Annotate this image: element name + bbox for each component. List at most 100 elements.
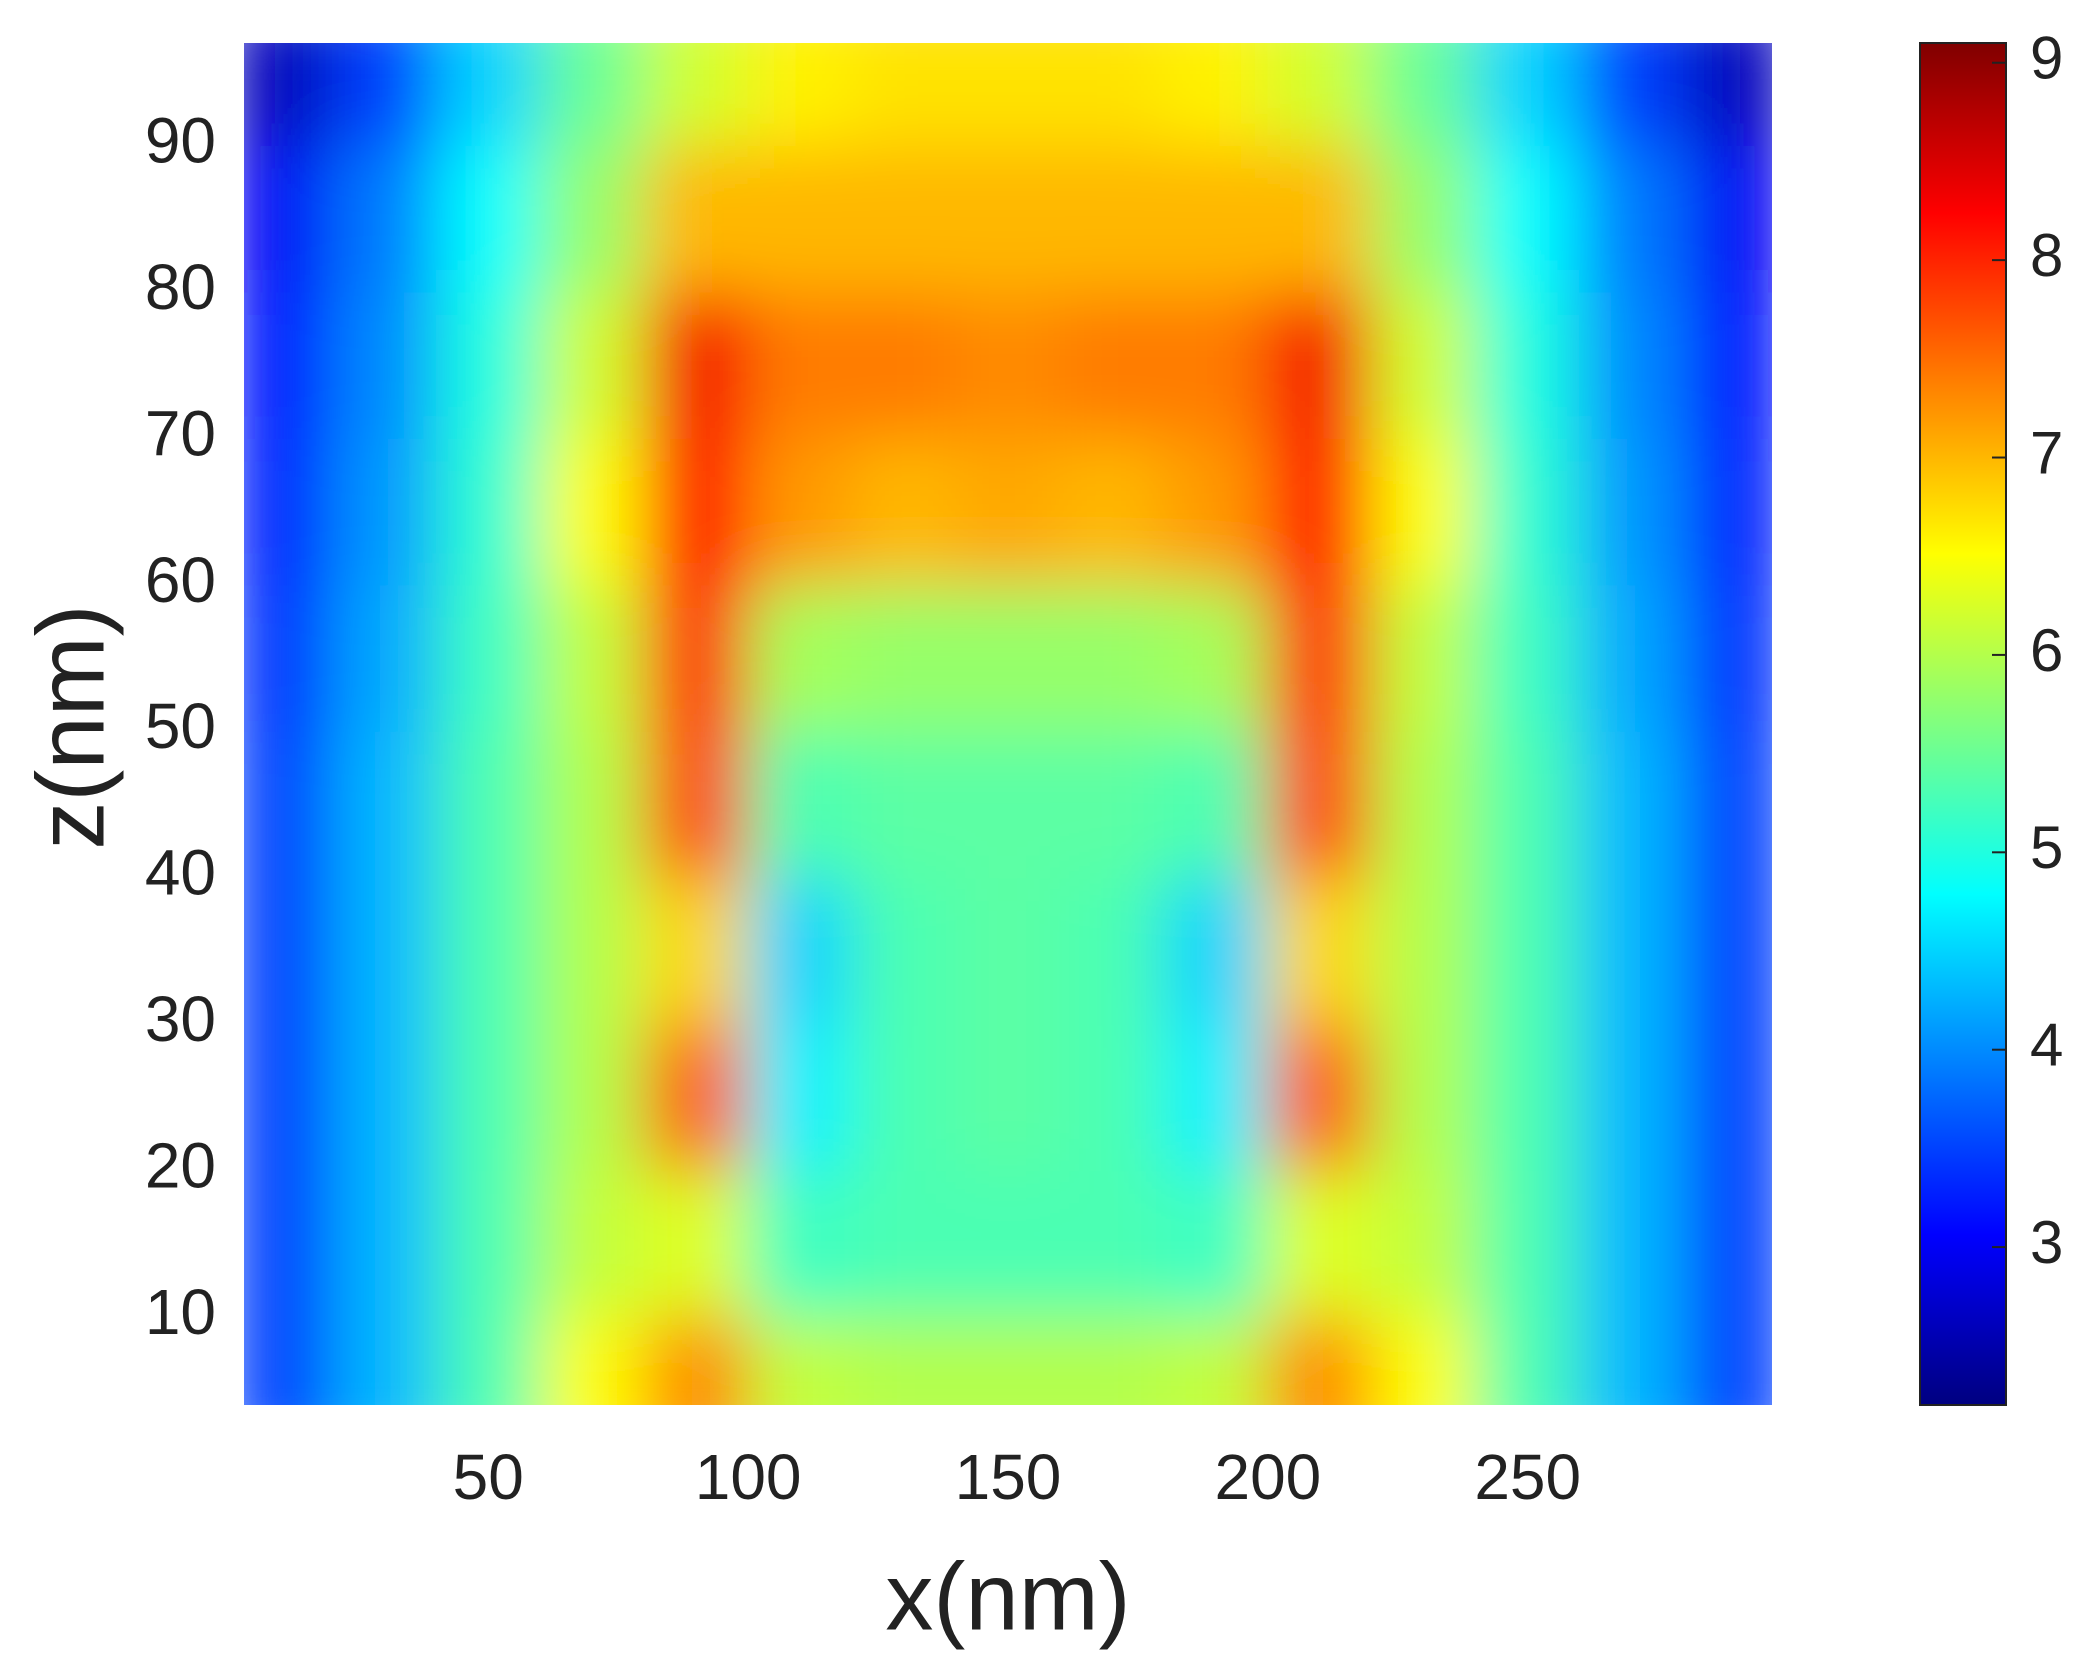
heatmap-cell (851, 584, 957, 732)
heatmap-cell (1683, 43, 1772, 147)
heatmap-cell (1059, 730, 1165, 879)
heatmap-cell (244, 1170, 333, 1318)
heatmap-cell (435, 730, 541, 879)
heatmap-cell (643, 877, 749, 1025)
heatmap-cell (1059, 437, 1165, 586)
heatmap-cell (1579, 877, 1685, 1025)
heatmap-cell (1059, 1316, 1165, 1405)
heatmap-cell (1059, 1023, 1165, 1172)
heatmap-cell (539, 145, 645, 293)
heatmap-cell (747, 584, 853, 732)
heatmap-cell (435, 437, 541, 586)
heatmap-cell (435, 877, 541, 1025)
heatmap-cell (1475, 1170, 1581, 1318)
heatmap-cell (1059, 1170, 1165, 1318)
heatmap-cell (1579, 291, 1685, 439)
heatmap-cell (1475, 1023, 1581, 1172)
heatmap-cell (1267, 584, 1373, 732)
colorbar-tick-label: 7 (2030, 419, 2063, 486)
heatmap-cell (1579, 730, 1685, 879)
x-tick-label: 200 (1214, 1441, 1321, 1513)
heatmap-cell (1163, 43, 1269, 147)
heatmap-cell (643, 437, 749, 586)
heatmap-cell (643, 145, 749, 293)
heatmap-cell (955, 1023, 1061, 1172)
heatmap-cell (851, 437, 957, 586)
heatmap-cell (1267, 1023, 1373, 1172)
heatmap-cell (1475, 1316, 1581, 1405)
heatmap (244, 43, 1772, 1405)
heatmap-cell (1163, 1316, 1269, 1405)
y-axis-label: z(nm) (17, 604, 124, 849)
y-tick-label: 40 (145, 837, 216, 909)
heatmap-cell (955, 877, 1061, 1025)
heatmap-cell (747, 43, 853, 147)
heatmap-cell (331, 291, 437, 439)
heatmap-cell (244, 730, 333, 879)
heatmap-cell (955, 1316, 1061, 1405)
heatmap-cell (955, 145, 1061, 293)
heatmap-cell (1475, 145, 1581, 293)
y-tick-label: 20 (145, 1130, 216, 1202)
heatmap-cell (1683, 145, 1772, 293)
heatmap-cell (1267, 145, 1373, 293)
heatmap-cell (244, 43, 333, 147)
heatmap-cell (435, 291, 541, 439)
heatmap-cell (1267, 1316, 1373, 1405)
heatmap-cell (1579, 1316, 1685, 1405)
heatmap-cell (539, 584, 645, 732)
heatmap-cell (1683, 584, 1772, 732)
heatmap-cell (1579, 1023, 1685, 1172)
colorbar-tick-label: 5 (2030, 814, 2063, 881)
heatmap-cell (1371, 437, 1477, 586)
heatmap-cell (1579, 145, 1685, 293)
heatmap-cell (955, 584, 1061, 732)
heatmap-cell (851, 877, 957, 1025)
heatmap-cell (1371, 1023, 1477, 1172)
heatmap-cell (1475, 730, 1581, 879)
heatmap-cell (643, 1170, 749, 1318)
heatmap-cell (1059, 584, 1165, 732)
y-tick-label: 60 (145, 544, 216, 616)
heatmap-cell (1579, 43, 1685, 147)
heatmap-cell (955, 43, 1061, 147)
heatmap-cell (1163, 730, 1269, 879)
heatmap-cell (643, 1023, 749, 1172)
heatmap-cell (1059, 877, 1165, 1025)
heatmap-cell (747, 730, 853, 879)
heatmap-cell (1163, 1023, 1269, 1172)
heatmap-cell (851, 1170, 957, 1318)
heatmap-cell (1267, 877, 1373, 1025)
heatmap-cell (435, 1023, 541, 1172)
heatmap-cell (331, 730, 437, 879)
heatmap-cell (435, 1170, 541, 1318)
heatmap-cell (851, 1316, 957, 1405)
heatmap-cell (539, 1316, 645, 1405)
heatmap-cell (1267, 437, 1373, 586)
heatmap-cell (1579, 1170, 1685, 1318)
heatmap-cell (1267, 43, 1373, 147)
heatmap-cell (747, 437, 853, 586)
heatmap-cell (435, 145, 541, 293)
x-axis-label: x(nm) (885, 1543, 1130, 1650)
y-tick-label: 10 (145, 1276, 216, 1348)
y-tick-label: 50 (145, 690, 216, 762)
colorbar-tick-label: 9 (2030, 25, 2063, 92)
heatmap-cell (244, 1023, 333, 1172)
heatmap-cell (1371, 43, 1477, 147)
heatmap-cell (851, 43, 957, 147)
heatmap-cell (1475, 437, 1581, 586)
heatmap-cell (1371, 1316, 1477, 1405)
heatmap-cell (747, 877, 853, 1025)
heatmap-cell (643, 1316, 749, 1405)
heatmap-cell (331, 1170, 437, 1318)
heatmap-cell (539, 1170, 645, 1318)
y-tick-label: 70 (145, 397, 216, 469)
heatmap-cell (435, 584, 541, 732)
heatmap-cell (331, 43, 437, 147)
heatmap-cell (1683, 437, 1772, 586)
heatmap-cell (1163, 437, 1269, 586)
heatmap-cell (1267, 291, 1373, 439)
